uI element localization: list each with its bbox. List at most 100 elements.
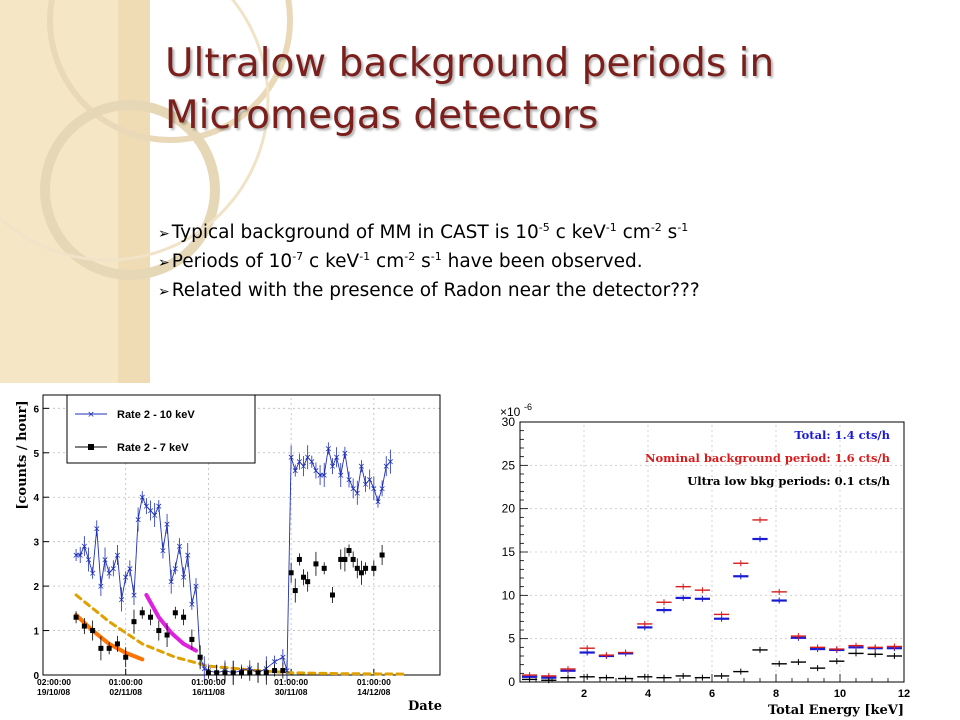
data-point: × [312, 467, 320, 477]
data-point: × [382, 462, 390, 472]
x-tick-label: 8 [773, 688, 779, 700]
histogram-bin [752, 536, 768, 542]
data-point [123, 654, 129, 660]
bullet-exponent: -7 [292, 249, 304, 263]
y-tick-label: 4 [33, 493, 39, 504]
y-tick-label: 2 [33, 582, 39, 593]
data-point: × [378, 484, 386, 494]
legend-label: Rate 2 - 7 keV [117, 442, 189, 454]
histogram-bin [675, 583, 691, 590]
data-point: × [114, 551, 122, 561]
decor-ring-small [40, 100, 220, 280]
histogram-bin [560, 674, 576, 681]
data-point: × [147, 507, 155, 517]
data-point: × [81, 542, 89, 552]
bullet-text: s [415, 251, 431, 272]
data-point: × [279, 653, 287, 663]
data-point: × [155, 502, 163, 512]
histogram-bin [714, 611, 730, 618]
data-point [346, 548, 352, 554]
data-point [329, 592, 335, 598]
data-point: × [110, 564, 118, 574]
histogram-bin [810, 665, 826, 672]
bullet-item: ➢ Typical background of MM in CAST is 10-… [158, 218, 700, 247]
histogram-bin [541, 677, 557, 684]
y-tick-label: 5 [508, 632, 515, 646]
histogram-bin [790, 659, 806, 666]
bullet-marker-icon: ➢ [158, 255, 170, 271]
data-point: × [138, 493, 146, 503]
bullet-list: ➢ Typical background of MM in CAST is 10-… [158, 218, 700, 305]
data-point [222, 670, 228, 676]
histogram-bin [579, 645, 595, 652]
data-point [148, 614, 154, 620]
data-point: × [337, 471, 345, 481]
data-point [73, 614, 79, 620]
x-axis-label: Total Energy [keV] [768, 703, 904, 718]
data-point: × [354, 489, 362, 499]
x-tick-label: 10 [834, 688, 846, 700]
series-line [76, 448, 391, 674]
x-tick-label: 19/10/08 [37, 687, 70, 697]
data-point: × [362, 480, 370, 490]
histogram-bin [656, 607, 672, 614]
data-point: × [192, 582, 200, 592]
bullet-text: cm [370, 251, 405, 272]
histogram-bin [618, 675, 634, 682]
data-point [156, 628, 162, 634]
data-point: × [122, 573, 130, 583]
data-point [288, 570, 294, 576]
histogram-bin [733, 668, 749, 675]
histogram-bin [694, 595, 710, 602]
legend-marker: × [87, 410, 95, 420]
data-point: × [358, 462, 366, 472]
rate-vs-date-chart: 012345602:00:0019/10/0801:00:0002/11/080… [0, 383, 470, 720]
bullet-marker-icon: ➢ [158, 226, 170, 242]
histogram-bin [675, 594, 691, 601]
data-point [358, 570, 364, 576]
data-point: × [184, 551, 192, 561]
y-tick-label: 25 [502, 458, 516, 472]
legend-box [66, 394, 256, 464]
data-point [131, 619, 137, 625]
slide-title-line-1: Ultralow background periods in [165, 41, 775, 86]
bullet-exponent: -2 [650, 220, 662, 234]
y-tick-label: 3 [33, 538, 39, 549]
histogram-bin [829, 658, 845, 665]
fit-curve [144, 593, 198, 653]
fit-curve [74, 593, 409, 676]
histogram-bin [867, 651, 883, 658]
data-point [189, 636, 195, 642]
histogram-bin [598, 674, 614, 681]
histogram-bin [790, 633, 806, 640]
y-tick-label: 0 [33, 671, 39, 682]
histogram-bin [733, 573, 749, 580]
data-point: × [176, 542, 184, 552]
data-point: × [163, 520, 171, 530]
data-point [205, 670, 211, 676]
data-point: × [345, 475, 353, 485]
data-point: × [271, 658, 279, 668]
bullet-text: cm [616, 222, 651, 243]
data-point [280, 668, 286, 674]
bullet-exponent: -1 [430, 249, 442, 263]
legend-label: Total: 1.4 cts/h [794, 428, 890, 442]
histogram-bin [771, 588, 787, 595]
histogram-bin [598, 652, 614, 659]
data-point: × [316, 471, 324, 481]
data-point: × [333, 453, 341, 463]
data-point: × [304, 453, 312, 463]
data-point [255, 670, 261, 676]
y-axis-label: [counts / hour] [15, 400, 30, 509]
histogram-bin [618, 649, 634, 656]
histogram-bin [733, 560, 749, 567]
data-point: × [201, 664, 209, 674]
data-point: × [159, 547, 167, 557]
y-tick-label: 15 [502, 545, 516, 559]
data-point: × [366, 475, 374, 485]
histogram-bin [656, 674, 672, 681]
data-point [197, 654, 203, 660]
data-point [296, 556, 302, 562]
data-point [350, 556, 356, 562]
data-point [90, 628, 96, 634]
